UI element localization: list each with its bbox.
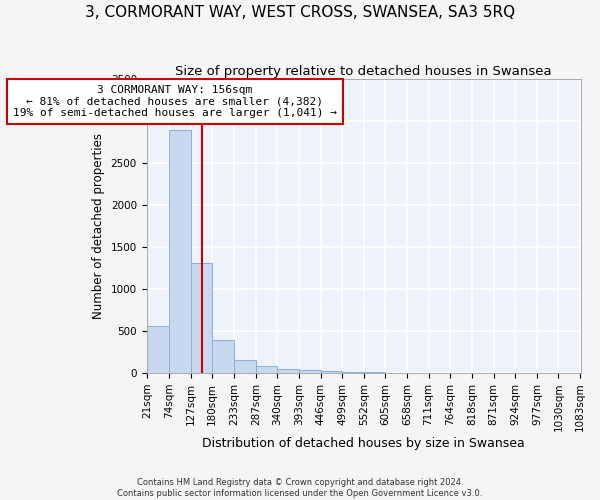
Bar bbox=[234, 360, 256, 373]
Bar bbox=[191, 263, 212, 373]
Bar bbox=[364, 372, 385, 373]
Bar bbox=[299, 370, 320, 373]
Text: 3 CORMORANT WAY: 156sqm
← 81% of detached houses are smaller (4,382)
19% of semi: 3 CORMORANT WAY: 156sqm ← 81% of detache… bbox=[13, 85, 337, 118]
Bar bbox=[169, 130, 191, 373]
X-axis label: Distribution of detached houses by size in Swansea: Distribution of detached houses by size … bbox=[202, 437, 525, 450]
Title: Size of property relative to detached houses in Swansea: Size of property relative to detached ho… bbox=[175, 65, 552, 78]
Bar bbox=[342, 372, 364, 373]
Bar bbox=[320, 372, 342, 373]
Bar bbox=[212, 340, 234, 373]
Y-axis label: Number of detached properties: Number of detached properties bbox=[92, 133, 105, 319]
Bar bbox=[277, 369, 299, 373]
Text: Contains HM Land Registry data © Crown copyright and database right 2024.
Contai: Contains HM Land Registry data © Crown c… bbox=[118, 478, 482, 498]
Text: 3, CORMORANT WAY, WEST CROSS, SWANSEA, SA3 5RQ: 3, CORMORANT WAY, WEST CROSS, SWANSEA, S… bbox=[85, 5, 515, 20]
Bar bbox=[148, 326, 169, 373]
Bar bbox=[256, 366, 277, 373]
